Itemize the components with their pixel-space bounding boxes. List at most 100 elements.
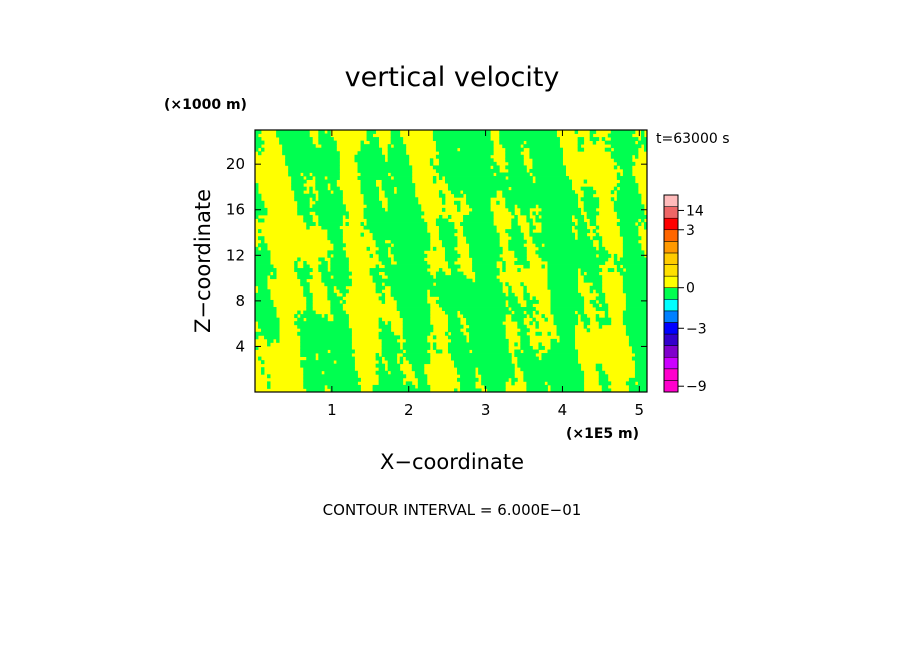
negative-field-cell bbox=[610, 190, 615, 195]
negative-field-cell bbox=[255, 292, 271, 297]
negative-field-cell bbox=[520, 328, 530, 333]
negative-field-cell bbox=[378, 321, 386, 326]
negative-field-cell bbox=[505, 154, 524, 159]
negative-field-cell bbox=[601, 137, 606, 142]
negative-field-cell bbox=[330, 261, 349, 265]
negative-field-cell bbox=[321, 271, 352, 276]
negative-field-cell bbox=[378, 367, 386, 372]
negative-field-cell bbox=[288, 168, 340, 173]
negative-field-cell bbox=[255, 214, 259, 219]
negative-field-cell bbox=[447, 324, 464, 329]
negative-field-cell bbox=[595, 363, 603, 368]
negative-field-cell bbox=[402, 321, 431, 326]
negative-field-cell bbox=[255, 345, 259, 350]
negative-field-cell bbox=[438, 236, 458, 241]
negative-field-cell bbox=[273, 271, 277, 276]
negative-field-cell bbox=[366, 133, 373, 138]
negative-field-cell bbox=[535, 179, 573, 184]
negative-field-cell bbox=[601, 384, 609, 389]
negative-field-cell bbox=[592, 282, 603, 287]
negative-field-cell bbox=[390, 370, 404, 375]
negative-field-cell bbox=[529, 229, 533, 234]
negative-field-cell bbox=[619, 229, 639, 234]
negative-field-cell bbox=[393, 257, 425, 262]
negative-field-cell bbox=[508, 168, 527, 173]
negative-field-cell bbox=[499, 140, 524, 145]
negative-field-cell bbox=[324, 370, 358, 375]
negative-field-cell bbox=[414, 370, 425, 375]
negative-field-cell bbox=[580, 314, 588, 319]
negative-field-cell bbox=[435, 218, 449, 223]
negative-field-cell bbox=[333, 317, 349, 322]
negative-field-cell bbox=[547, 271, 579, 276]
negative-field-cell bbox=[327, 289, 334, 294]
negative-field-cell bbox=[508, 292, 515, 297]
negative-field-cell bbox=[604, 147, 612, 152]
negative-field-cell bbox=[267, 374, 271, 379]
negative-field-cell bbox=[354, 154, 386, 159]
negative-field-cell bbox=[610, 197, 615, 202]
negative-field-cell bbox=[451, 268, 458, 273]
negative-field-cell bbox=[598, 292, 606, 297]
negative-field-cell bbox=[526, 388, 548, 392]
negative-field-cell bbox=[294, 321, 349, 326]
negative-field-cell bbox=[255, 190, 259, 195]
negative-field-cell bbox=[622, 243, 642, 248]
negative-field-cell bbox=[378, 335, 401, 340]
negative-field-cell bbox=[613, 147, 639, 152]
negative-field-cell bbox=[330, 268, 349, 273]
negative-field-cell bbox=[402, 328, 434, 333]
negative-field-cell bbox=[610, 154, 633, 159]
negative-field-cell bbox=[577, 222, 588, 226]
negative-field-cell bbox=[622, 285, 647, 290]
negative-field-cell bbox=[282, 151, 340, 156]
negative-field-cell bbox=[291, 186, 307, 191]
negative-field-cell bbox=[300, 349, 328, 354]
negative-field-cell bbox=[625, 292, 647, 297]
negative-field-cell bbox=[255, 133, 259, 138]
negative-field-cell bbox=[610, 144, 642, 149]
negative-field-cell bbox=[544, 317, 548, 322]
colorbar-band bbox=[663, 299, 679, 312]
negative-field-cell bbox=[387, 197, 419, 202]
negative-field-cell bbox=[405, 349, 428, 354]
y-tick-label: 20 bbox=[226, 155, 245, 173]
negative-field-cell bbox=[502, 261, 506, 265]
negative-field-cell bbox=[622, 282, 647, 287]
negative-field-cell bbox=[511, 218, 518, 223]
negative-field-cell bbox=[297, 211, 310, 216]
negative-field-cell bbox=[372, 384, 416, 389]
negative-field-cell bbox=[523, 144, 560, 149]
negative-field-cell bbox=[447, 186, 509, 191]
negative-field-cell bbox=[399, 314, 431, 319]
negative-field-cell bbox=[619, 257, 647, 262]
negative-field-cell bbox=[438, 193, 446, 198]
negative-field-cell bbox=[297, 207, 346, 212]
negative-field-cell bbox=[345, 222, 349, 226]
negative-field-cell bbox=[634, 370, 647, 375]
negative-field-cell bbox=[363, 207, 386, 212]
colorbar-band bbox=[663, 287, 679, 300]
negative-field-cell bbox=[622, 236, 642, 241]
negative-field-cell bbox=[396, 307, 431, 311]
negative-field-cell bbox=[505, 197, 579, 202]
negative-field-cell bbox=[643, 222, 647, 226]
negative-field-cell bbox=[363, 200, 383, 205]
negative-field-cell bbox=[511, 211, 515, 216]
negative-field-cell bbox=[451, 353, 512, 357]
negative-field-cell bbox=[255, 147, 259, 152]
negative-field-cell bbox=[447, 349, 470, 354]
negative-field-cell bbox=[526, 303, 533, 308]
negative-field-cell bbox=[444, 253, 461, 258]
negative-field-cell bbox=[586, 328, 591, 333]
negative-field-cell bbox=[441, 200, 446, 205]
negative-field-cell bbox=[447, 214, 452, 219]
colorbar-band bbox=[663, 380, 679, 393]
negative-field-cell bbox=[297, 271, 310, 276]
negative-field-cell bbox=[628, 377, 647, 382]
negative-field-cell bbox=[330, 257, 349, 262]
negative-field-cell bbox=[625, 328, 647, 333]
negative-field-cell bbox=[451, 190, 461, 195]
negative-field-cell bbox=[622, 246, 642, 251]
x-axis: 1 2 3 4 5 bbox=[327, 130, 644, 419]
